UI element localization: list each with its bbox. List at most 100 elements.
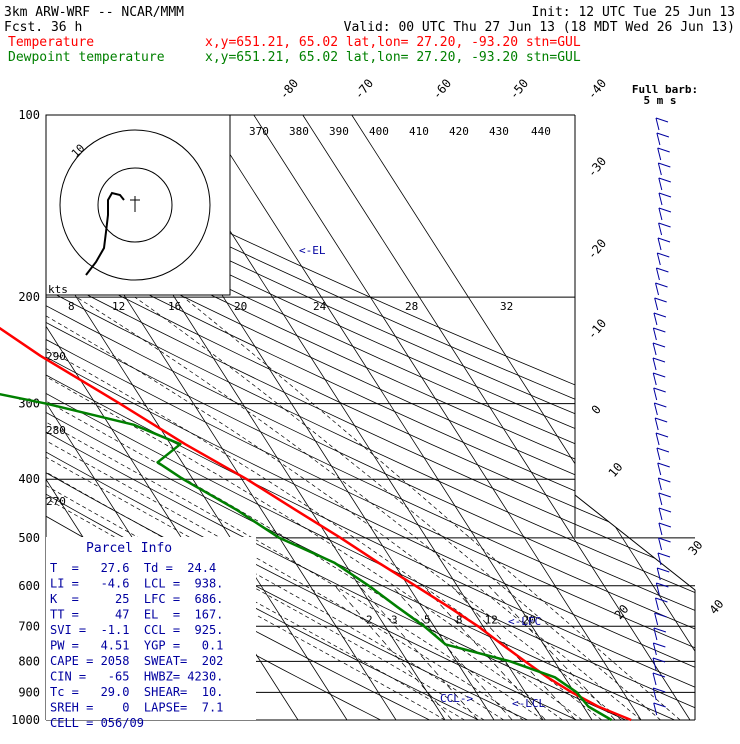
wind-barb-flag [658,522,672,528]
dry-adiabat-line [46,115,626,720]
isotherm-label: -40 [585,76,610,102]
wind-barb-staff [658,177,663,191]
parcel-info-row: T = 27.6 Td = 24.4 [50,561,216,575]
pressure-tick-label: 1000 [11,713,40,727]
wind-barbs [652,117,672,716]
hodograph-tick-label: 32 [500,300,513,313]
wind-barb-staff [657,552,662,566]
wind-barb-flag [654,402,667,408]
wind-barb-staff [653,627,658,641]
isotherm-line [204,115,593,720]
wind-barb-staff [652,687,657,701]
moist-adiabat-line [134,296,661,720]
barb-legend-line2: 5 m s [643,94,676,107]
wind-barb-staff [657,147,662,161]
wind-barb-flag [657,552,671,558]
theta-label: 440 [531,125,551,138]
sounding-profiles [0,326,632,722]
wind-barb-flag [658,207,672,213]
wind-barb-staff [658,507,663,521]
parcel-info-row: SVI = -1.1 CCL = 925. [50,623,223,637]
hodograph-tick-label: 24 [313,300,327,313]
wind-barb-staff [654,612,659,626]
legend-dewpoint-location: x,y=651.21, 65.02 lat,lon= 27.20, -93.20… [205,50,581,65]
wind-barb-flag [653,687,666,693]
wind-barb-flag [653,702,666,708]
moist-adiabat-line [46,296,504,720]
wind-barb-staff [657,462,662,476]
parcel-info-row: SREH = 0 LAPSE= 7.1 [50,701,223,715]
wind-barb-flag [655,432,669,438]
pressure-tick-label: 900 [18,685,40,699]
dry-adiabat-line [46,115,695,720]
isotherm-label: -50 [507,76,532,102]
hodograph-tick-label: 16 [168,300,181,313]
wind-barb-staff [658,537,663,551]
wind-barb-flag [655,117,669,123]
dry-adiabat-line [46,115,695,720]
header-valid: Valid: 00 UTC Thu 27 Jun 13 (18 MDT Wed … [344,20,735,35]
parcel-info-row: CELL = 056/09 [50,716,144,730]
dry-adiabat-line [46,115,695,720]
hodograph-tick-label: 28 [405,300,418,313]
parcel-info-row: LI = -4.6 LCL = 938. [50,577,223,591]
dry-adiabat-line [46,115,695,720]
wind-barb-flag [658,177,671,183]
dry-adiabat-line [46,115,695,720]
dry-adiabat-line [46,115,695,720]
pressure-tick-label: 100 [18,108,40,122]
parcel-info-title: Parcel Info [86,541,172,556]
pressure-tick-label: 500 [18,531,40,545]
theta-label: 400 [369,125,389,138]
wind-barb-staff [656,252,661,266]
wind-barb-staff [657,162,662,176]
wind-barb-flag [656,447,670,453]
wind-barb-flag [653,627,667,633]
wind-barb-flag [658,507,672,513]
theta-label: 430 [489,125,509,138]
isotherm-label: 40 [707,597,727,617]
wind-barb-flag [653,387,666,393]
hodograph-ring-outer [59,129,211,281]
pressure-tick-label: 400 [18,472,40,486]
wind-barb-staff [652,372,657,386]
wind-barb-staff [658,492,663,506]
wind-barb-staff [657,477,662,491]
ccl-marker: CCL-> [440,692,473,705]
parcel-info-row: TT = 47 EL = 167. [50,608,223,622]
wind-barb-flag [657,462,670,468]
wind-barb-staff [655,432,660,446]
wind-barb-flag [658,222,671,228]
wind-barb-flag [653,327,666,333]
mixing-ratio-line [488,585,616,720]
parcel-info-panel: Parcel Info T = 27.6 Td = 24.4 LI = -4.6 … [46,537,256,730]
parcel-info-row: CAPE = 2058 SWEAT= 202 [50,654,223,668]
mixing-ratio-line [391,585,513,720]
header-fcst: Fcst. 36 h [4,20,82,35]
wind-barb-flag [658,537,671,543]
wind-barb-staff [652,327,657,341]
hodograph-tick-label: 20 [234,300,247,313]
wind-barb-flag [657,237,671,243]
wind-barb-flag [655,282,668,288]
dry-adiabat-line [46,115,695,720]
dry-adiabat-line [46,115,695,720]
mixing-ratio-label: 12 [485,613,498,626]
wind-barb-flag [656,267,669,273]
parcel-info-background [46,537,256,720]
dry-adiabat-line [46,115,695,720]
isotherm-label: 10 [606,460,626,480]
barb-legend-line1: Full barb: [632,83,698,96]
theta-label: 370 [249,125,269,138]
wind-barb-flag [657,147,670,153]
wind-barb-staff [653,702,658,716]
lfc-marker: <-LFC [508,615,541,628]
wind-barb-staff [654,297,659,311]
wind-barb-staff [652,357,657,371]
theta-label: 380 [289,125,309,138]
mixing-ratio-label: 20 [523,613,536,626]
wind-barb-staff [652,657,657,671]
isotherm-label: -70 [352,76,377,102]
